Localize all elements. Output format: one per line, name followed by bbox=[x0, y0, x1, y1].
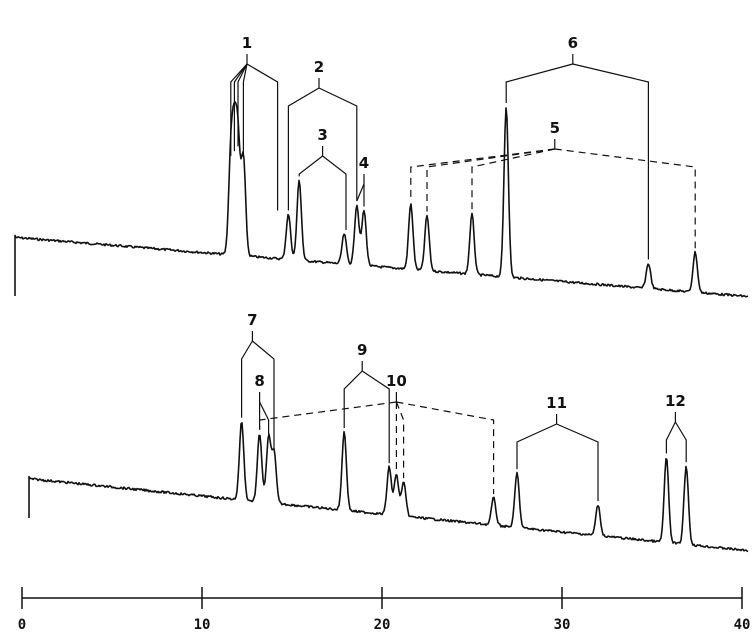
peak-label-11: 11 bbox=[546, 394, 567, 412]
x-tick-label-40: 40 bbox=[734, 617, 751, 633]
bottom-chromatogram-trace bbox=[28, 422, 749, 553]
peak-label-8: 8 bbox=[254, 372, 264, 390]
annotation-3-line-1 bbox=[298, 155, 323, 177]
annotation-5-line-4 bbox=[554, 148, 696, 249]
annotation-11: 11 bbox=[516, 394, 599, 501]
annotation-5-line-1 bbox=[410, 148, 555, 201]
peak-label-5: 5 bbox=[550, 119, 560, 137]
annotation-10-line-4 bbox=[396, 401, 495, 494]
annotation-11-line-1 bbox=[516, 423, 557, 470]
annotation-12: 12 bbox=[665, 392, 687, 463]
annotation-9-line-1 bbox=[343, 370, 363, 429]
annotation-7-line-2 bbox=[252, 340, 275, 449]
x-tick-label-0: 0 bbox=[18, 617, 26, 633]
annotation-10: 10 bbox=[259, 372, 495, 494]
annotation-4-line-1 bbox=[356, 183, 365, 202]
annotation-9: 9 bbox=[343, 341, 390, 464]
x-tick-label-10: 10 bbox=[194, 617, 211, 633]
annotation-12-line-1 bbox=[665, 421, 676, 454]
annotation-1-line-1 bbox=[230, 63, 248, 156]
annotation-11-line-2 bbox=[556, 423, 599, 501]
annotation-2-line-1 bbox=[287, 87, 320, 211]
annotation-5: 5 bbox=[410, 119, 696, 249]
annotation-8-line-2 bbox=[259, 401, 270, 435]
x-axis: 0 10 20 30 40 bbox=[18, 587, 751, 633]
annotation-9-line-2 bbox=[361, 370, 390, 464]
peak-label-9: 9 bbox=[357, 341, 367, 359]
annotation-12-line-2 bbox=[674, 421, 687, 463]
annotation-6-line-1 bbox=[505, 63, 573, 104]
annotation-6-line-2 bbox=[572, 63, 649, 260]
peak-label-10: 10 bbox=[386, 372, 407, 390]
annotation-1-line-5 bbox=[246, 63, 279, 211]
annotation-1: 1 bbox=[230, 34, 279, 211]
annotation-1-line-4 bbox=[242, 63, 248, 155]
annotation-3-line-2 bbox=[322, 155, 347, 230]
peak-label-1: 1 bbox=[242, 34, 252, 52]
annotation-7-line-1 bbox=[241, 340, 253, 418]
peak-label-4: 4 bbox=[359, 154, 369, 172]
peak-label-6: 6 bbox=[568, 34, 578, 52]
annotation-2: 2 bbox=[287, 58, 358, 211]
annotation-6: 6 bbox=[505, 34, 649, 260]
annotation-5-line-3 bbox=[471, 148, 555, 211]
peak-label-2: 2 bbox=[314, 58, 324, 76]
annotation-4: 4 bbox=[356, 154, 369, 207]
x-tick-label-30: 30 bbox=[554, 617, 571, 633]
peak-label-3: 3 bbox=[317, 126, 327, 144]
annotation-3: 3 bbox=[298, 126, 347, 230]
annotation-10-line-3 bbox=[395, 401, 405, 479]
top-chromatogram-trace bbox=[14, 101, 749, 298]
peak-label-12: 12 bbox=[665, 392, 686, 410]
peak-label-7: 7 bbox=[247, 311, 257, 329]
traces-layer bbox=[14, 101, 749, 553]
annotation-5-line-2 bbox=[426, 148, 555, 212]
annotation-10-line-1 bbox=[259, 401, 397, 430]
annotation-1-line-2 bbox=[233, 63, 248, 152]
annotation-1-line-3 bbox=[237, 63, 248, 147]
x-tick-label-20: 20 bbox=[374, 617, 391, 633]
annotation-8: 8 bbox=[254, 372, 270, 435]
annotation-2-line-2 bbox=[318, 87, 358, 201]
